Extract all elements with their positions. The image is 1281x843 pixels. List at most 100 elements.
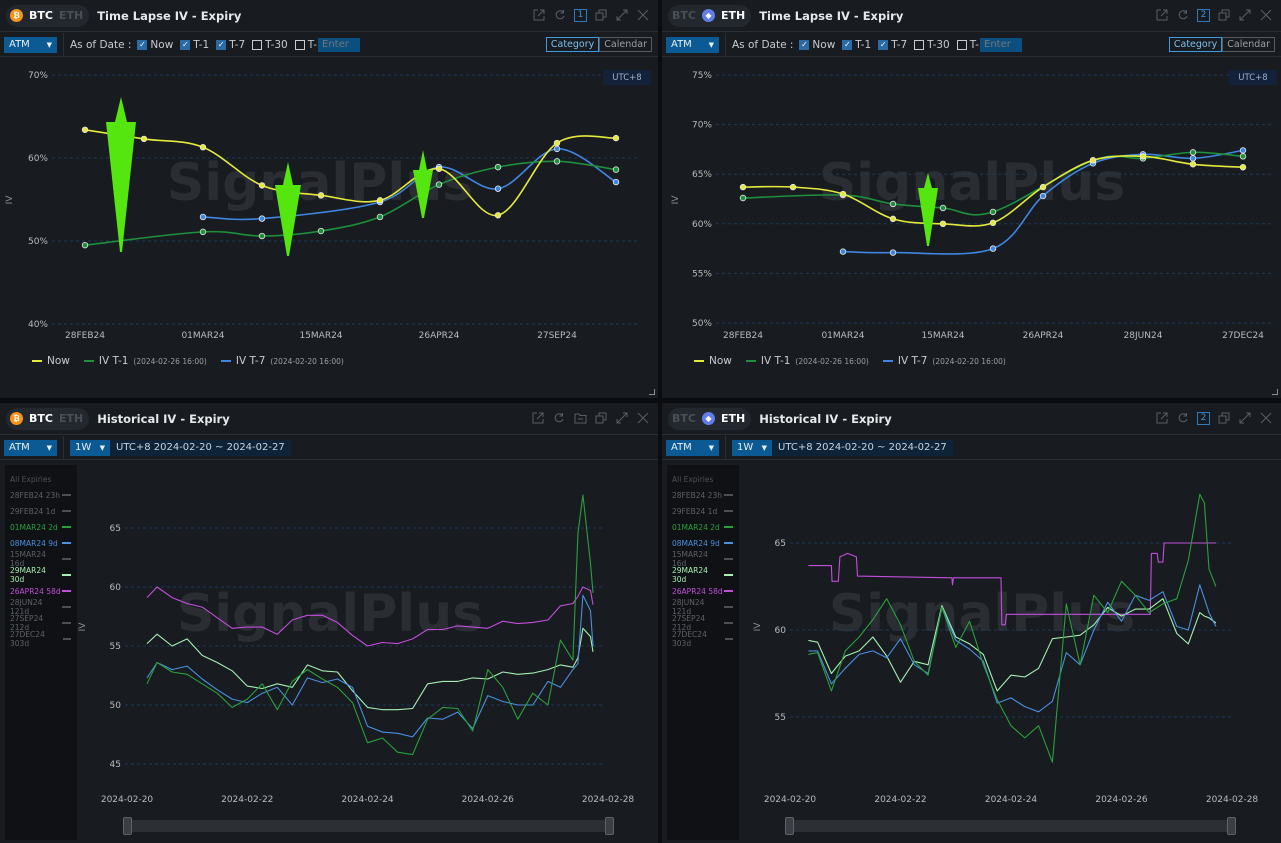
copy-icon[interactable] (1217, 8, 1231, 22)
expiry-item[interactable]: 28JUN24 121d (5, 598, 77, 616)
close-icon[interactable] (636, 411, 650, 425)
external-link-icon[interactable] (1155, 411, 1169, 425)
expiry-item[interactable]: 01MAR24 2d (5, 519, 77, 535)
legend-item-t-7[interactable]: IV T-7 (2024-02-20 16:00) (882, 355, 1006, 367)
checkbox-now[interactable]: ✓ Now (799, 39, 835, 51)
divider (63, 32, 64, 57)
expiry-item[interactable]: 27DEC24 303d (667, 630, 739, 648)
zoom-slider[interactable] (123, 817, 614, 835)
checkbox-t-30[interactable]: T-30 (914, 39, 950, 51)
checkbox-t-1[interactable]: ✓ T-1 (180, 39, 209, 51)
expiry-item[interactable]: 27SEP24 212d (5, 614, 77, 632)
coin-btc[interactable]: BTC (29, 9, 53, 22)
all-expiries-item[interactable]: All Expiries (5, 471, 77, 487)
refresh-icon[interactable] (1176, 8, 1190, 22)
coin-eth[interactable]: ETH (720, 9, 746, 22)
expiry-item[interactable]: 29FEB24 1d (667, 503, 739, 519)
close-icon[interactable] (1259, 411, 1273, 425)
coin-btc[interactable]: BTC (672, 412, 696, 425)
checkbox-t-30[interactable]: T-30 (252, 39, 288, 51)
refresh-icon[interactable] (1176, 411, 1190, 425)
external-link-icon[interactable] (532, 8, 546, 22)
checkbox-t-7[interactable]: ✓ T-7 (216, 39, 245, 51)
slider-end-handle[interactable] (1227, 817, 1236, 835)
slider-start-handle[interactable] (123, 817, 132, 835)
legend-item-t-1[interactable]: IV T-1 (2024-02-26 16:00) (83, 355, 207, 367)
legend-item-now[interactable]: Now (32, 355, 70, 367)
coin-btc[interactable]: BTC (672, 9, 696, 22)
refresh-icon[interactable] (552, 411, 566, 425)
expiry-line-swatch (724, 638, 733, 640)
coin-toggle[interactable]: BTC ◆ ETH (668, 407, 752, 430)
custom-days-input[interactable] (980, 37, 1022, 52)
legend-item-t-7[interactable]: IV T-7 (2024-02-20 16:00) (220, 355, 344, 367)
slider-end-handle[interactable] (605, 817, 614, 835)
coin-btc[interactable]: BTC (29, 412, 53, 425)
calendar-button[interactable]: Calendar (599, 37, 652, 52)
checkbox-t-7[interactable]: ✓ T-7 (878, 39, 907, 51)
link-group-badge[interactable]: 2 (1197, 411, 1210, 425)
expiry-item[interactable]: 08MAR24 9d (5, 535, 77, 551)
link-group-badge[interactable]: 2 (1197, 8, 1210, 22)
copy-icon[interactable] (1217, 411, 1231, 425)
expiry-item[interactable]: 27DEC24 303d (5, 630, 77, 648)
expiry-item[interactable]: 26APR24 58d (667, 583, 739, 599)
expiry-item[interactable]: 29MAR24 30d (667, 566, 739, 584)
checkbox-t-custom[interactable]: T- (294, 39, 317, 51)
close-icon[interactable] (1259, 8, 1273, 22)
expiry-item[interactable]: 01MAR24 2d (667, 519, 739, 535)
moneyness-select[interactable]: ATM ▼ (4, 439, 57, 456)
date-range[interactable]: UTC+8 2024-02-20 ~ 2024-02-27 (110, 439, 291, 456)
refresh-icon[interactable] (553, 8, 567, 22)
external-link-icon[interactable] (1155, 8, 1169, 22)
checkbox-now[interactable]: ✓ Now (137, 39, 173, 51)
moneyness-select[interactable]: ATM ▼ (666, 439, 719, 456)
expiry-item[interactable]: 27SEP24 212d (667, 614, 739, 632)
folder-icon[interactable] (573, 411, 587, 425)
checkbox-t-1[interactable]: ✓ T-1 (842, 39, 871, 51)
checkbox-t-custom[interactable]: T- (956, 39, 979, 51)
expand-icon[interactable] (1238, 411, 1252, 425)
expiry-item[interactable]: 26APR24 58d (5, 583, 77, 599)
coin-eth[interactable]: ETH (720, 412, 746, 425)
expiry-item[interactable]: 08MAR24 9d (667, 535, 739, 551)
coin-eth[interactable]: ETH (58, 9, 84, 22)
moneyness-select[interactable]: ATM ▼ (4, 36, 57, 53)
expand-icon[interactable] (615, 8, 629, 22)
period-select[interactable]: 1W ▼ (70, 439, 110, 456)
resize-handle[interactable] (1272, 389, 1278, 395)
expiry-item[interactable]: 15MAR24 16d (667, 550, 739, 568)
expiry-item[interactable]: 28FEB24 23h (667, 487, 739, 503)
external-link-icon[interactable] (531, 411, 545, 425)
expiry-item[interactable]: 28JUN24 121d (667, 598, 739, 616)
resize-handle[interactable] (649, 389, 655, 395)
copy-icon[interactable] (594, 411, 608, 425)
expiry-item[interactable]: 15MAR24 16d (5, 550, 77, 568)
moneyness-select[interactable]: ATM ▼ (666, 36, 719, 53)
slider-start-handle[interactable] (785, 817, 794, 835)
calendar-button[interactable]: Calendar (1222, 37, 1275, 52)
legend-item-now[interactable]: Now (694, 355, 732, 367)
coin-toggle[interactable]: ₿ BTC ETH (6, 407, 90, 430)
close-icon[interactable] (636, 8, 650, 22)
expiry-item[interactable]: 29FEB24 1d (5, 503, 77, 519)
all-expiries-item[interactable]: All Expiries (667, 471, 739, 487)
expiry-item[interactable]: 28FEB24 23h (5, 487, 77, 503)
expiry-item[interactable]: 29MAR24 30d (5, 566, 77, 584)
link-group-badge[interactable]: 1 (574, 8, 587, 22)
zoom-slider[interactable] (785, 817, 1236, 835)
legend-item-t-1[interactable]: IV T-1 (2024-02-26 16:00) (745, 355, 869, 367)
data-point (1239, 164, 1247, 171)
copy-icon[interactable] (594, 8, 608, 22)
date-range[interactable]: UTC+8 2024-02-20 ~ 2024-02-27 (772, 439, 953, 456)
coin-toggle[interactable]: BTC ◆ ETH (668, 4, 752, 27)
coin-eth[interactable]: ETH (58, 412, 84, 425)
checkbox-label: Now (150, 38, 174, 51)
period-select[interactable]: 1W ▼ (732, 439, 772, 456)
category-button[interactable]: Category (545, 37, 600, 52)
coin-toggle[interactable]: ₿ BTC ETH (6, 4, 90, 27)
custom-days-input[interactable] (318, 37, 360, 52)
expand-icon[interactable] (1238, 8, 1252, 22)
expand-icon[interactable] (615, 411, 629, 425)
category-button[interactable]: Category (1168, 37, 1223, 52)
